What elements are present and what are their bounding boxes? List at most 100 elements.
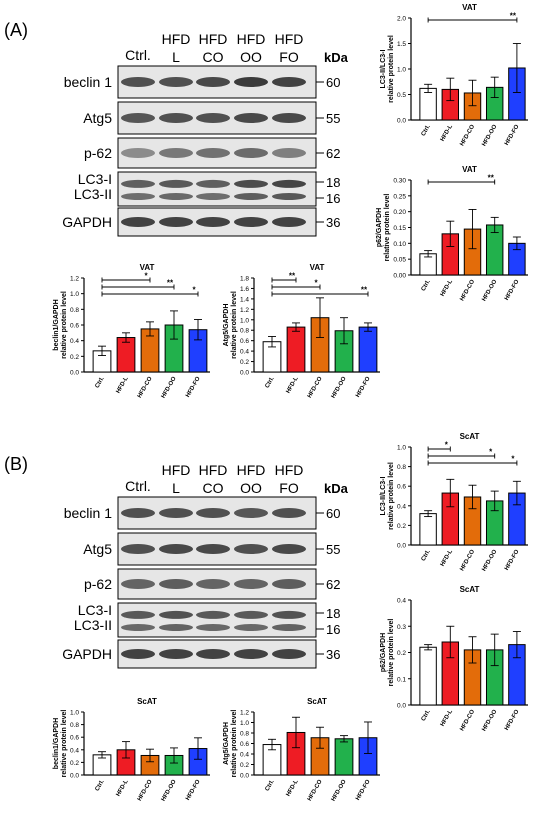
lane-label-top: HFD: [275, 462, 304, 478]
y-tick-label: 0.6: [240, 741, 249, 748]
x-tick-label: Ctrl.: [421, 709, 432, 723]
y-tick-label: 1.2: [240, 710, 249, 717]
chart-title: VAT: [310, 263, 325, 272]
band: [234, 179, 268, 188]
band: [159, 113, 193, 123]
x-tick-label: Ctrl.: [265, 779, 276, 793]
chart-title: ScAT: [460, 585, 480, 594]
y-tick-label: 0.4: [397, 598, 406, 605]
significance-label: *: [192, 286, 196, 295]
y-tick-label: 0.8: [70, 307, 79, 314]
band: [272, 192, 306, 200]
band: [272, 217, 306, 227]
lane-label: L: [172, 49, 180, 65]
x-tick-label: HFD-L: [440, 549, 454, 568]
x-tick-label: HFD-FO: [504, 709, 521, 732]
y-tick-label: 0.0: [70, 370, 79, 377]
y-tick-label: 0.2: [240, 359, 249, 366]
band: [159, 192, 193, 200]
significance-label: **: [289, 272, 296, 281]
band: [159, 148, 193, 158]
x-tick-label: HFD-OO: [331, 779, 348, 803]
y-tick-label: 0.15: [393, 225, 406, 232]
x-tick-label: HFD-OO: [481, 549, 498, 573]
x-tick-label: Ctrl.: [421, 124, 432, 138]
x-tick-label: Ctrl.: [95, 376, 106, 390]
y-tick-label: 0.3: [397, 624, 406, 631]
y-tick-label: 0.0: [70, 773, 79, 780]
band: [159, 623, 193, 631]
band: [196, 544, 230, 554]
band: [196, 649, 230, 659]
band: [234, 192, 268, 200]
bar-chart: VAT 0.0 0.5 1.0 1.5 2.0 LC3-II/LC3-I relative p…: [380, 3, 528, 148]
y-tick-label: 1.8: [240, 276, 249, 283]
x-tick-label: HFD-OO: [481, 279, 498, 303]
bar: [286, 326, 306, 373]
significance-label: *: [445, 441, 449, 450]
y-axis-label: relative protein level: [231, 291, 238, 359]
lane-label: FO: [279, 480, 299, 496]
band: [272, 623, 306, 631]
bar-chart: ScAT 0.0 0.1 0.2 0.3 0.4 p62/GAPDH relative pro…: [380, 585, 528, 733]
band: [159, 649, 193, 659]
band: [234, 77, 268, 87]
band: [159, 544, 193, 554]
protein-label: beclin 1: [64, 74, 112, 90]
protein-label: LC3-II: [74, 186, 112, 202]
lane-label-top: HFD: [162, 462, 191, 478]
panel-label-a: (A): [4, 20, 28, 40]
bar-chart: ScAT 0.0 0.2 0.4 0.6 0.8 1.0 beclin1/GAPDH relat…: [53, 697, 210, 803]
band: [272, 544, 306, 554]
band: [196, 623, 230, 631]
band: [196, 148, 230, 158]
band: [234, 649, 268, 659]
y-tick-label: 0.8: [240, 731, 249, 738]
y-tick-label: 1.4: [240, 296, 249, 303]
y-tick-label: 0.0: [397, 118, 406, 125]
y-tick-label: 0.6: [70, 323, 79, 330]
band: [234, 610, 268, 619]
blot-membrane: [117, 602, 317, 638]
lane-label: Ctrl.: [125, 478, 151, 494]
band: [234, 217, 268, 227]
y-tick-label: 0.8: [240, 328, 249, 335]
y-tick-label: 0.00: [393, 273, 406, 280]
kda-header: kDa: [324, 50, 349, 65]
protein-label: p-62: [84, 576, 112, 592]
kda-value: 55: [326, 542, 340, 557]
band: [159, 77, 193, 87]
x-tick-label: HFD-FO: [355, 779, 372, 802]
x-tick-label: HFD-CO: [459, 279, 476, 302]
y-tick-label: 0.2: [70, 354, 79, 361]
y-tick-label: 0.2: [240, 762, 249, 769]
y-tick-label: 0.0: [397, 703, 406, 710]
lane-label-top: HFD: [237, 31, 266, 47]
kda-value: 60: [326, 506, 340, 521]
band: [121, 610, 155, 619]
protein-label: LC3-I: [78, 602, 112, 618]
bar-chart: ScAT 0.0 0.2 0.4 0.6 0.8 1.0 1.2 Atg5/GAPDH relat…: [223, 697, 380, 803]
y-tick-label: 0.4: [70, 338, 79, 345]
band: [272, 113, 306, 123]
band: [272, 77, 306, 87]
significance-label: **: [510, 12, 517, 21]
bar: [358, 326, 378, 373]
y-tick-label: 0.5: [397, 92, 406, 99]
band: [234, 544, 268, 554]
band: [196, 579, 230, 589]
band: [272, 508, 306, 518]
protein-label: beclin 1: [64, 505, 112, 521]
protein-label: Atg5: [83, 110, 112, 126]
bar-chart: ScAT 0.0 0.2 0.4 0.6 0.8 1.0 LC3-II/LC3-I relati…: [380, 432, 528, 573]
x-tick-label: HFD-L: [440, 709, 454, 728]
y-tick-label: 1.0: [70, 710, 79, 717]
bar: [419, 646, 437, 706]
x-tick-label: HFD-CO: [137, 376, 154, 399]
y-tick-label: 0.30: [393, 178, 406, 185]
x-tick-label: HFD-CO: [137, 779, 154, 802]
x-tick-label: Ctrl.: [265, 376, 276, 390]
x-tick-label: Ctrl.: [421, 279, 432, 293]
y-tick-label: 0.10: [393, 241, 406, 248]
y-tick-label: 1.0: [397, 445, 406, 452]
